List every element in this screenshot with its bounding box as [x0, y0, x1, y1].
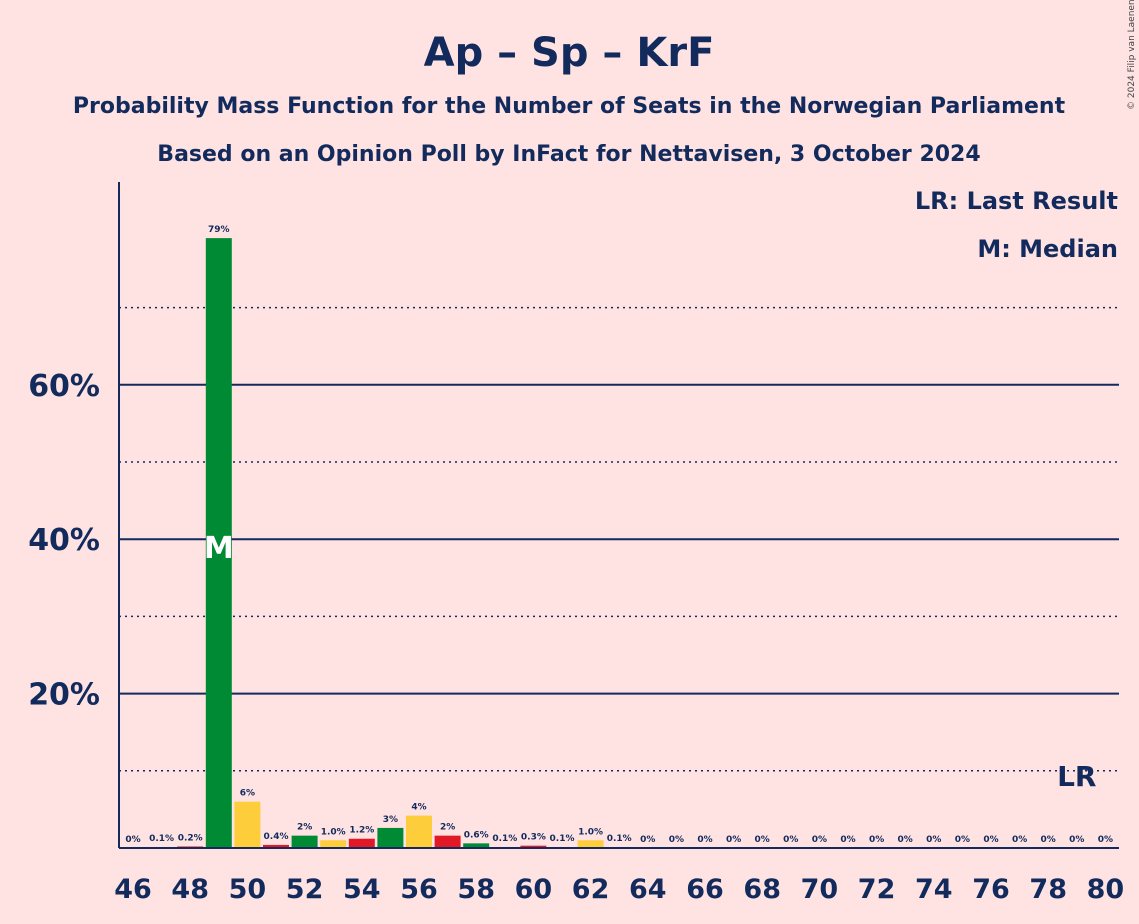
data-label: 0% [726, 835, 741, 845]
bar [348, 838, 375, 848]
data-label: 0% [955, 835, 970, 845]
bar [234, 801, 261, 848]
data-label: 0.1% [149, 834, 174, 844]
y-tick-label: 20% [28, 678, 100, 713]
data-label: 4% [411, 803, 426, 813]
x-tick-label: 62 [572, 874, 610, 905]
data-label: 0.4% [264, 832, 289, 842]
data-label: 0.1% [492, 834, 517, 844]
chart-subtitle: Probability Mass Function for the Number… [73, 94, 1066, 119]
data-label: 3% [383, 815, 398, 825]
x-tick-label: 80 [1087, 874, 1125, 905]
data-label: 0.1% [550, 834, 575, 844]
data-label: 0% [926, 835, 941, 845]
x-tick-label: 78 [1029, 874, 1067, 905]
data-label: 0% [783, 835, 798, 845]
bar [406, 815, 432, 848]
data-label: 1.0% [321, 827, 346, 837]
data-label: 1.2% [349, 826, 374, 836]
legend-median: M: Median [977, 235, 1118, 263]
bar [291, 835, 318, 848]
data-label: 0% [1041, 835, 1056, 845]
legend-last-result: LR: Last Result [915, 187, 1118, 215]
data-label: 0% [869, 835, 884, 845]
data-label: 0% [755, 835, 770, 845]
x-tick-label: 76 [972, 874, 1010, 905]
x-tick-label: 56 [400, 874, 438, 905]
x-tick-label: 50 [229, 874, 267, 905]
x-tick-label: 66 [686, 874, 724, 905]
x-tick-label: 54 [343, 874, 381, 905]
chart-source: Based on an Opinion Poll by InFact for N… [157, 142, 980, 167]
data-label: 0% [1012, 835, 1027, 845]
x-tick-label: 52 [286, 874, 324, 905]
bar [520, 845, 547, 848]
x-tick-label: 58 [457, 874, 495, 905]
data-label: 0% [697, 835, 712, 845]
data-label: 0.3% [521, 833, 546, 843]
last-result-marker: LR [1057, 760, 1096, 793]
x-tick-label: 68 [743, 874, 781, 905]
data-label: 0% [983, 835, 998, 845]
data-label: 0% [640, 835, 655, 845]
data-label: 0% [669, 835, 684, 845]
data-label: 0% [125, 835, 140, 845]
bar-series [148, 238, 633, 848]
bar [463, 843, 490, 848]
bar [320, 840, 347, 848]
x-axis-ticks: 46 48 50 52 54 56 58 60 62 64 66 68 70 72 74 76 78 80 [114, 874, 1124, 905]
x-tick-label: 74 [915, 874, 953, 905]
data-label: 0% [898, 835, 913, 845]
data-label: 0% [812, 835, 827, 845]
x-tick-label: 64 [629, 874, 667, 905]
bar [577, 840, 604, 848]
data-label: 79% [208, 225, 230, 235]
y-tick-label: 40% [28, 523, 100, 558]
bar [205, 238, 232, 848]
x-tick-label: 48 [171, 874, 209, 905]
x-tick-label: 72 [858, 874, 896, 905]
gridlines [119, 306, 1119, 772]
data-label: 2% [297, 823, 312, 833]
data-label: 0% [1069, 835, 1084, 845]
median-marker: M [204, 531, 234, 566]
data-label: 0.6% [464, 830, 489, 840]
x-tick-label: 46 [114, 874, 152, 905]
x-tick-label: 60 [515, 874, 553, 905]
y-axis-ticks: 20% 40% 60% [28, 369, 100, 713]
data-label: 2% [440, 823, 455, 833]
bar [434, 835, 461, 848]
data-label: 1.0% [578, 827, 603, 837]
data-label: 0% [1098, 835, 1113, 845]
data-label: 0.1% [607, 834, 632, 844]
data-label: 0.2% [178, 833, 203, 843]
bar [377, 827, 404, 848]
data-label: 6% [240, 789, 255, 799]
bar [263, 844, 289, 848]
chart-title: Ap – Sp – KrF [424, 30, 715, 76]
copyright-notice: © 2024 Filip van Laenen [1127, 0, 1137, 110]
data-labels: 0% 0.1% 0.2%79%6%0.4%2% 1.0% 1.2%3%4%2%0.6% 0… [125, 225, 1113, 845]
data-label: 0% [840, 835, 855, 845]
x-tick-label: 70 [801, 874, 839, 905]
y-tick-label: 60% [28, 369, 100, 404]
